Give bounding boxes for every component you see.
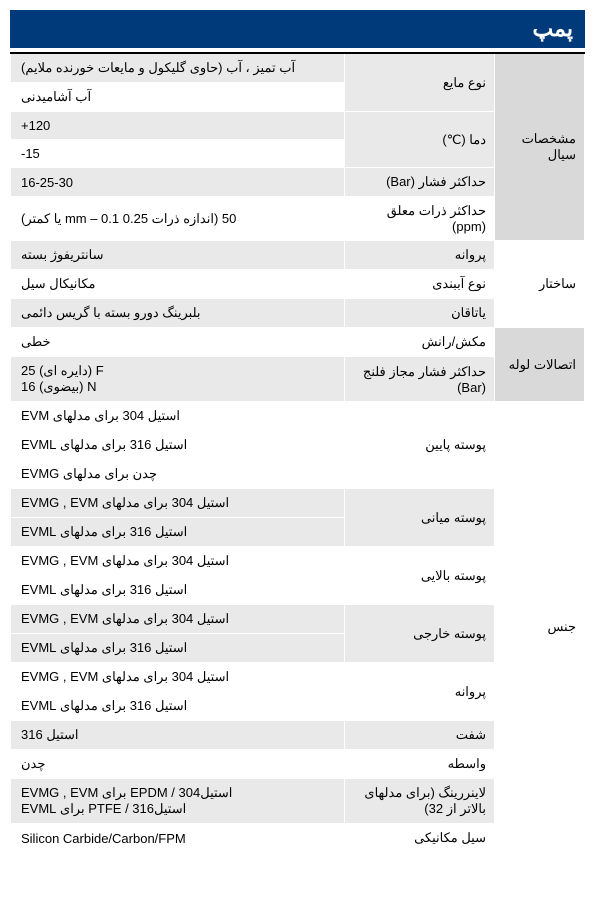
sub-label: نوع مایع xyxy=(345,53,495,112)
value-cell: F (دایره ای) 25 N (بیضوی) 16 xyxy=(11,357,345,402)
value-cell: Silicon Carbide/Carbon/FPM xyxy=(11,824,345,853)
sub-label: لاینررینگ (برای مدلهای بالاتر از 32) xyxy=(345,779,495,824)
value-cell: آب آشامیدنی xyxy=(11,83,345,112)
value-cell: استیل 316 xyxy=(11,721,345,750)
sub-label: حداکثر فشار (Bar) xyxy=(345,168,495,197)
value-cell: استیل 316 برای مدلهای EVML xyxy=(11,692,345,721)
table-row: ساختارپروانهسانتریفوژ بسته xyxy=(11,241,585,270)
value-cell: استیل 304 برای مدلهای EVMG , EVM xyxy=(11,489,345,518)
sub-label: پوسته خارجی xyxy=(345,605,495,663)
value-cell: آب تمیز ، آب (حاوی گلیکول و مایعات خورند… xyxy=(11,53,345,83)
sub-label: نوع آببندی xyxy=(345,270,495,299)
sub-label: سیل مکانیکی xyxy=(345,824,495,853)
value-cell: استیل 304 برای مدلهای EVMG , EVM xyxy=(11,663,345,692)
sub-label: پوسته میانی xyxy=(345,489,495,547)
table-row: جنسپوسته پاییناستیل 304 برای مدلهای EVM xyxy=(11,402,585,431)
sub-label: پروانه xyxy=(345,663,495,721)
section-label: جنس xyxy=(495,402,585,853)
value-cell: 16-25-30 xyxy=(11,168,345,197)
value-cell: استیل304 / EPDM برای EVMG , EVM استیل316… xyxy=(11,779,345,824)
page-title: پمپ xyxy=(10,10,585,48)
sub-label: پوسته پایین xyxy=(345,402,495,489)
value-cell: +120 xyxy=(11,112,345,140)
value-cell: خطی xyxy=(11,328,345,357)
value-cell: بلبرینگ دورو بسته با گریس دائمی xyxy=(11,299,345,328)
value-cell: سانتریفوژ بسته xyxy=(11,241,345,270)
value-cell: استیل 316 برای مدلهای EVML xyxy=(11,576,345,605)
value-cell: استیل 316 برای مدلهای EVML xyxy=(11,431,345,460)
sub-label: واسطه xyxy=(345,750,495,779)
value-cell: استیل 304 برای مدلهای EVMG , EVM xyxy=(11,605,345,634)
sub-label: شفت xyxy=(345,721,495,750)
spec-table: مشخصات سیالنوع مایعآب تمیز ، آب (حاوی گل… xyxy=(10,52,585,853)
sub-label: مکش/رانش xyxy=(345,328,495,357)
sub-label: پروانه xyxy=(345,241,495,270)
sub-label: حداکثر فشار مجاز فلنج (Bar) xyxy=(345,357,495,402)
table-row: اتصالات لولهمکش/رانشخطی xyxy=(11,328,585,357)
value-cell: استیل 304 برای مدلهای EVMG , EVM xyxy=(11,547,345,576)
sub-label: یاتاقان xyxy=(345,299,495,328)
value-cell: مکانیکال سیل xyxy=(11,270,345,299)
value-cell: چدن برای مدلهای EVMG xyxy=(11,460,345,489)
value-cell: استیل 316 برای مدلهای EVML xyxy=(11,518,345,547)
value-cell: استیل 316 برای مدلهای EVML xyxy=(11,634,345,663)
value-cell: -15 xyxy=(11,140,345,168)
value-cell: چدن xyxy=(11,750,345,779)
sub-label: دما (℃) xyxy=(345,112,495,168)
section-label: مشخصات سیال xyxy=(495,53,585,241)
table-row: مشخصات سیالنوع مایعآب تمیز ، آب (حاوی گل… xyxy=(11,53,585,83)
sub-label: حداکثر ذرات معلق (ppm) xyxy=(345,197,495,241)
section-label: اتصالات لوله xyxy=(495,328,585,402)
value-cell: 50 (اندازه ذرات 0.25 mm – 0.1 یا کمتر) xyxy=(11,197,345,241)
sub-label: پوسته بالایی xyxy=(345,547,495,605)
value-cell: استیل 304 برای مدلهای EVM xyxy=(11,402,345,431)
section-label: ساختار xyxy=(495,241,585,328)
